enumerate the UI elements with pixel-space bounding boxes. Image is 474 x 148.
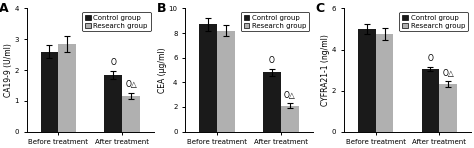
Legend: Control group, Research group: Control group, Research group [82,12,151,31]
Text: O: O [428,54,433,63]
Text: A: A [0,2,8,15]
Bar [41,52,58,132]
Bar [358,29,376,132]
Text: O△: O△ [442,69,454,78]
Bar [122,96,140,132]
Text: O: O [269,56,275,65]
Bar [439,84,457,132]
Y-axis label: CA19-9 (U/ml): CA19-9 (U/ml) [4,43,13,97]
Legend: Control group, Research group: Control group, Research group [241,12,309,31]
Bar [199,24,217,132]
Y-axis label: CYFRA21-1 (ng/ml): CYFRA21-1 (ng/ml) [321,34,330,106]
Text: O△: O△ [284,91,295,100]
Bar [376,34,393,132]
Text: O: O [110,58,116,67]
Bar [217,31,235,132]
Bar [104,75,122,132]
Bar [263,73,281,132]
Y-axis label: CEA (μg/ml): CEA (μg/ml) [158,47,167,93]
Text: O△: O△ [125,80,137,89]
Bar [58,44,76,132]
Bar [281,106,299,132]
Bar [421,69,439,132]
Text: B: B [157,2,167,15]
Legend: Control group, Research group: Control group, Research group [400,12,468,31]
Text: C: C [316,2,325,15]
